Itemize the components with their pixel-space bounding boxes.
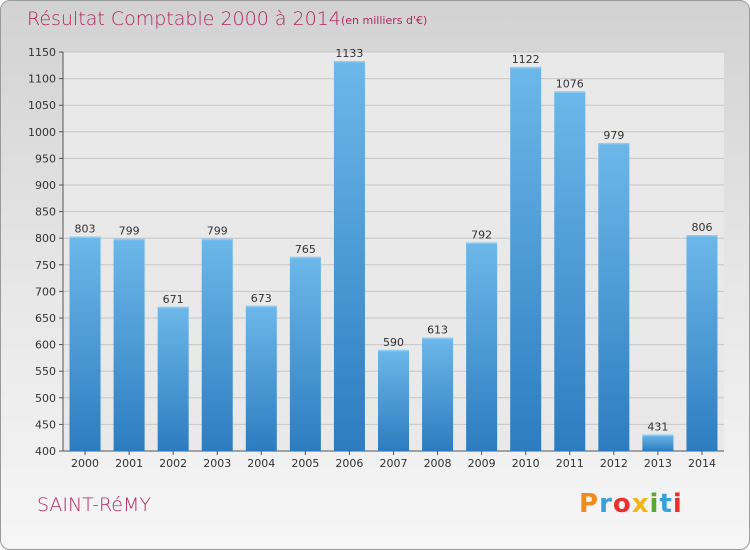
y-tick-label: 400 (35, 445, 56, 458)
y-tick-label: 1100 (28, 73, 56, 86)
y-tick-label: 850 (35, 206, 56, 219)
y-tick-label: 900 (35, 179, 56, 192)
bar-value-label: 799 (119, 225, 140, 238)
bar-value-label: 1076 (556, 77, 584, 90)
bar (510, 66, 542, 452)
bar (289, 256, 321, 451)
y-tick-label: 1000 (28, 126, 56, 139)
bar (554, 91, 586, 452)
bar-top (686, 235, 718, 237)
bar-top (113, 238, 145, 241)
y-tick-label: 750 (35, 259, 56, 272)
bar-value-label: 806 (691, 221, 712, 234)
x-tick-label: 2012 (600, 457, 628, 470)
logo-letter: r (599, 489, 613, 519)
bar-value-label: 803 (75, 223, 96, 236)
x-tick-label: 2006 (335, 457, 363, 470)
y-tick-label: 800 (35, 232, 56, 245)
x-tick-label: 2002 (159, 457, 187, 470)
bar-value-label: 979 (603, 129, 624, 142)
bar (598, 142, 630, 452)
bar-value-label: 799 (207, 225, 228, 238)
bar (378, 349, 409, 451)
bar-value-label: 1122 (512, 53, 540, 66)
bar-value-label: 590 (383, 336, 404, 349)
y-tick-label: 950 (35, 152, 56, 165)
bar (69, 236, 101, 451)
y-tick-label: 700 (35, 285, 56, 298)
location-label: SAINT-RéMY (37, 494, 151, 516)
chart-title: Résultat Comptable 2000 à 2014 (27, 8, 341, 30)
bar (113, 238, 145, 451)
x-tick-label: 2000 (71, 457, 99, 470)
bar (642, 434, 674, 451)
bar-value-label: 792 (471, 228, 492, 241)
x-tick-label: 2008 (424, 457, 452, 470)
x-tick-label: 2005 (291, 457, 319, 470)
bar-top (422, 337, 454, 340)
bar-value-label: 1133 (335, 47, 363, 60)
bar-value-label: 671 (163, 293, 184, 306)
x-tick-label: 2007 (380, 457, 408, 470)
bar (201, 238, 233, 451)
x-tick-label: 2011 (556, 457, 584, 470)
logo-letter: t (659, 489, 673, 519)
logo-letter: x (631, 489, 650, 519)
bar (422, 337, 454, 451)
bar (686, 235, 718, 451)
bar-top (245, 305, 277, 308)
bar-top (378, 349, 409, 352)
chart-subtitle: (en milliers d'€) (341, 14, 428, 27)
bars (69, 61, 718, 452)
x-tick-label: 2009 (468, 457, 496, 470)
logo-letter: o (612, 489, 632, 519)
proxiti-logo[interactable]: Proxiti (579, 489, 683, 519)
y-tick-label: 1050 (28, 99, 56, 112)
x-tick-label: 2003 (203, 457, 231, 470)
y-tick-label: 550 (35, 365, 56, 378)
logo-letter: P (579, 489, 600, 519)
bar (333, 61, 365, 451)
bar-value-label: 431 (647, 421, 668, 434)
x-tick-label: 2001 (115, 457, 143, 470)
x-tick-label: 2004 (247, 457, 275, 470)
y-tick-label: 650 (35, 312, 56, 325)
labels: 803 799 671 799 673 765 1133 590 613 792 1122 1076 9… (75, 47, 713, 433)
bar-top (69, 236, 101, 239)
bar-top (201, 238, 233, 241)
axes: 400 450 500 550 600 650 700 750 800 850 900 950 1000… (28, 46, 724, 470)
bar-value-label: 673 (251, 292, 272, 305)
bar-value-label: 765 (295, 243, 316, 256)
bar-top (289, 256, 321, 259)
bar-top (554, 91, 586, 93)
bar-top (642, 434, 674, 437)
x-tick-label: 2014 (688, 457, 716, 470)
bar-value-label: 613 (427, 324, 448, 337)
bar (157, 306, 189, 451)
bar-top (510, 66, 542, 69)
y-tick-label: 600 (35, 339, 56, 352)
x-tick-label: 2013 (644, 457, 672, 470)
y-tick-label: 500 (35, 392, 56, 405)
y-tick-label: 1150 (28, 46, 56, 59)
logo-letter: i (649, 489, 660, 519)
bar (245, 305, 277, 451)
bar-top (157, 306, 189, 309)
logo-letter: i (672, 489, 683, 519)
bar (466, 242, 498, 451)
bar-top (598, 142, 630, 145)
bar-top (333, 61, 365, 63)
bar-top (466, 242, 498, 244)
x-tick-label: 2010 (512, 457, 540, 470)
y-tick-label: 450 (35, 418, 56, 431)
